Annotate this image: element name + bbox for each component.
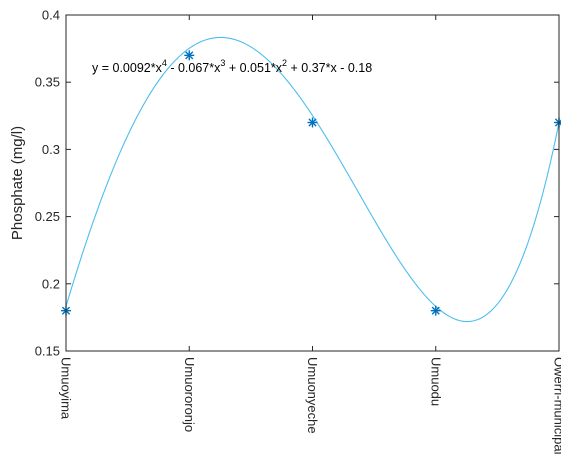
equation-term: y = 0.0092*x <box>92 61 163 75</box>
x-tick-label: Owerri-municipal <box>552 357 561 455</box>
fit-equation-annotation: y = 0.0092*x4 - 0.067*x3 + 0.051*x2 + 0.… <box>92 58 372 75</box>
y-axis-label: Phosphate (mg/l) <box>9 126 26 240</box>
equation-exponent: 4 <box>162 58 167 68</box>
data-point <box>307 117 318 128</box>
marker-stroke <box>185 51 194 60</box>
axes: 0.15 0.2 0.25 0.3 0.35 0.4 Umuoyima Umuororonjo… <box>35 8 561 455</box>
x-tick-label: Umuororonjo <box>182 357 197 432</box>
marker-stroke <box>431 306 440 315</box>
equation-exponent: 3 <box>220 58 225 68</box>
y-tick-label: 0.25 <box>35 209 60 224</box>
y-tick-label: 0.35 <box>35 75 60 90</box>
y-tick-label: 0.2 <box>42 276 60 291</box>
y-tick-label: 0.3 <box>42 142 60 157</box>
x-tick-label: Umuoyima <box>59 357 74 420</box>
fit-curve <box>65 36 560 323</box>
y-tick-label: 0.15 <box>35 344 60 359</box>
equation-exponent: 2 <box>282 58 287 68</box>
data-point <box>184 50 195 61</box>
y-tick-label: 0.4 <box>42 8 60 23</box>
equation-term: + 0.051*x <box>225 61 282 75</box>
equation-term: - 0.067*x <box>167 61 221 75</box>
x-tick-label: Umuonyeche <box>305 357 320 434</box>
equation-term: + 0.37*x - 0.18 <box>287 61 372 75</box>
data-point <box>430 305 441 316</box>
x-tick-label: Umuodu <box>428 357 443 406</box>
marker-stroke <box>308 118 317 127</box>
fit-curve-layer <box>65 36 560 323</box>
